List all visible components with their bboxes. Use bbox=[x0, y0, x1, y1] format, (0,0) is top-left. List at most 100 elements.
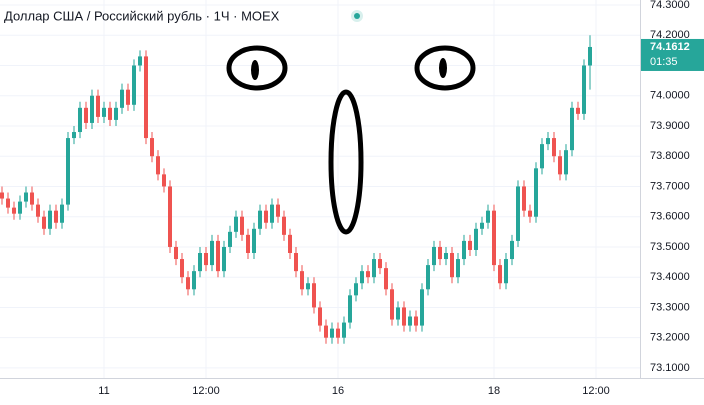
candle-body bbox=[498, 265, 502, 284]
candle-body bbox=[378, 259, 382, 269]
candle-body bbox=[402, 307, 406, 326]
y-tick-label: 73.5000 bbox=[650, 241, 690, 253]
candle-body bbox=[540, 144, 544, 169]
candle-body bbox=[84, 107, 88, 123]
candle-body bbox=[102, 107, 106, 117]
candle-body bbox=[96, 95, 100, 117]
candle-body bbox=[270, 204, 274, 223]
candle-body bbox=[384, 268, 388, 290]
candles bbox=[0, 35, 592, 344]
candle-body bbox=[360, 271, 364, 284]
candle-body bbox=[336, 328, 340, 338]
candle-body bbox=[306, 283, 310, 290]
candle-body bbox=[162, 174, 166, 187]
candle-body bbox=[546, 138, 550, 145]
candle-body bbox=[408, 316, 412, 326]
y-tick-label: 73.7000 bbox=[650, 180, 690, 192]
candle-body bbox=[510, 240, 514, 260]
eye-left bbox=[226, 45, 288, 91]
candle-body bbox=[420, 289, 424, 326]
candle-body bbox=[288, 234, 292, 253]
y-tick-label: 73.2000 bbox=[650, 332, 690, 344]
candle-body bbox=[156, 156, 160, 175]
candle-body bbox=[216, 240, 220, 272]
candle-body bbox=[228, 231, 232, 247]
candle-body bbox=[234, 216, 238, 232]
candle-body bbox=[330, 328, 334, 338]
candle-body bbox=[222, 246, 226, 272]
grid bbox=[0, 0, 640, 378]
candle-body bbox=[342, 322, 346, 338]
candle-body bbox=[396, 307, 400, 320]
candle-body bbox=[36, 204, 40, 217]
y-tick-label: 73.8000 bbox=[650, 150, 690, 162]
candle-body bbox=[264, 210, 268, 223]
candle-body bbox=[348, 295, 352, 323]
candle-body bbox=[0, 192, 4, 199]
pupil-right bbox=[439, 58, 447, 78]
candle-body bbox=[564, 150, 568, 175]
mouth bbox=[328, 89, 364, 235]
candle-body bbox=[324, 325, 328, 338]
candle-body bbox=[138, 56, 142, 66]
candle-body bbox=[480, 222, 484, 229]
candle-body bbox=[174, 246, 178, 260]
candle-body bbox=[18, 201, 22, 214]
candle-body bbox=[204, 252, 208, 266]
x-tick-label: 11 bbox=[98, 385, 109, 397]
candle-body bbox=[558, 156, 562, 175]
candle-body bbox=[192, 271, 196, 290]
candle-body bbox=[78, 107, 82, 133]
candle-body bbox=[312, 283, 316, 308]
candle-body bbox=[6, 198, 10, 208]
candle-body bbox=[30, 192, 34, 205]
x-tick-label: 18 bbox=[488, 385, 500, 397]
y-tick-label: 74.2000 bbox=[650, 29, 690, 41]
candle-body bbox=[246, 234, 250, 253]
candle-body bbox=[456, 259, 460, 278]
candle-body bbox=[66, 138, 70, 205]
candle-body bbox=[276, 204, 280, 217]
candle-body bbox=[150, 138, 154, 157]
candle-body bbox=[372, 259, 376, 278]
candle-body bbox=[180, 259, 184, 278]
y-tick-label: 73.4000 bbox=[650, 271, 690, 283]
candle-body bbox=[474, 228, 478, 250]
last-price-label: 74.1612 bbox=[650, 41, 690, 53]
candle-body bbox=[60, 204, 64, 223]
candle-body bbox=[462, 240, 466, 260]
candle-body bbox=[294, 252, 298, 272]
last-price-box bbox=[641, 38, 704, 71]
candle-body bbox=[516, 186, 520, 241]
y-tick-label: 74.0000 bbox=[650, 90, 690, 102]
candle-body bbox=[438, 246, 442, 260]
candle-body bbox=[300, 271, 304, 290]
candle-body bbox=[492, 210, 496, 266]
chart-title: Доллар США / Российский рубль · 1Ч · MOE… bbox=[4, 8, 280, 23]
candle-body bbox=[366, 271, 370, 278]
candle-body bbox=[54, 210, 58, 223]
candle-body bbox=[576, 107, 580, 114]
candle-body bbox=[444, 252, 448, 260]
candle-body bbox=[426, 265, 430, 290]
y-tick-label: 73.9000 bbox=[650, 120, 690, 132]
pupil-left bbox=[251, 60, 259, 80]
candle-body bbox=[24, 192, 28, 202]
candle-body bbox=[114, 107, 118, 120]
candle-body bbox=[450, 252, 454, 278]
candle-body bbox=[432, 246, 436, 266]
candle-body bbox=[414, 316, 418, 326]
candle-body bbox=[252, 228, 256, 253]
y-tick-label: 73.1000 bbox=[650, 362, 690, 374]
candle-body bbox=[126, 89, 130, 105]
axes: 73.1000 73.2000 73.3000 73.4000 73.5000 73.60… bbox=[98, 0, 704, 397]
candle-body bbox=[12, 207, 16, 214]
y-tick-label: 74.3000 bbox=[650, 0, 690, 11]
candle-body bbox=[468, 240, 472, 250]
x-tick-label: 16 bbox=[332, 385, 344, 397]
candle-body bbox=[354, 283, 358, 296]
candle-body bbox=[132, 65, 136, 105]
candle-body bbox=[534, 168, 538, 217]
candle-body bbox=[528, 210, 532, 217]
